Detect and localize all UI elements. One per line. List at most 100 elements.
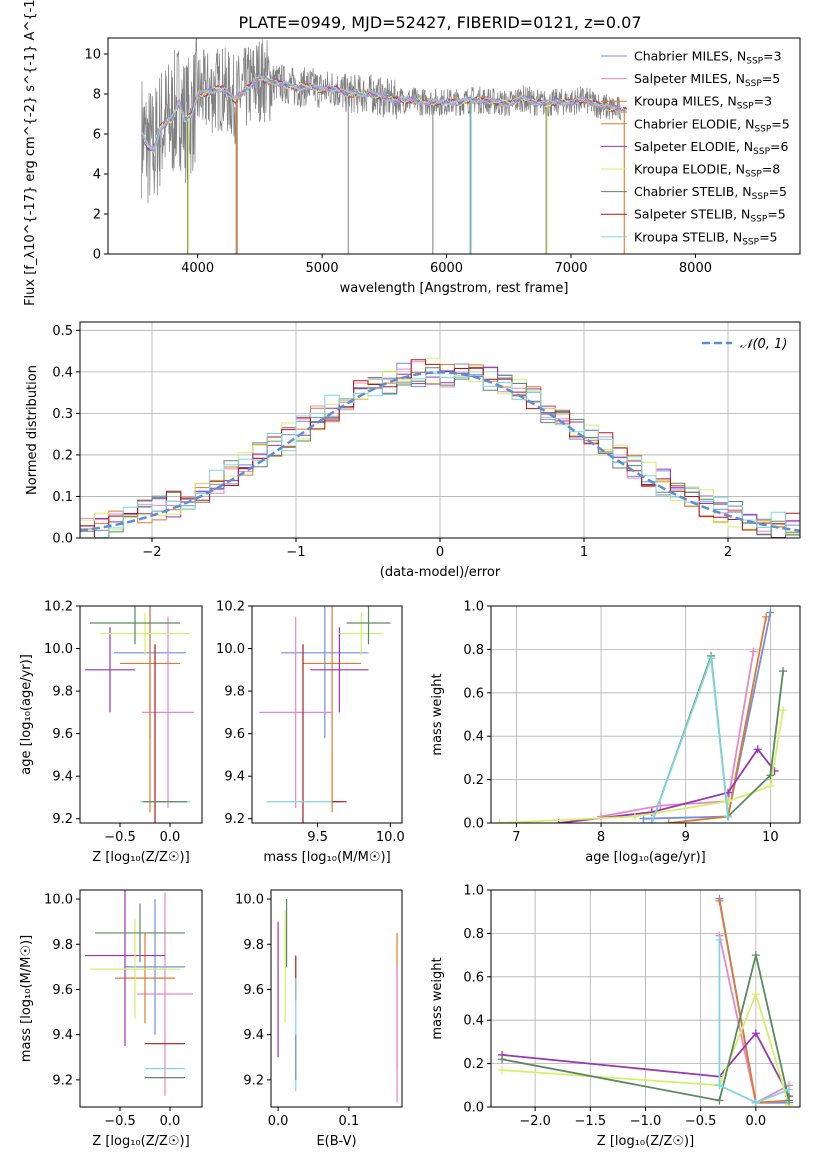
weight-line-salpeter_miles xyxy=(600,651,755,818)
x-tick-label: 9.5 xyxy=(307,830,328,845)
weight-line-kroupa_stelib xyxy=(718,939,790,1104)
y-tick-label: 10.0 xyxy=(44,642,73,657)
y-tick-label: 0.3 xyxy=(52,407,73,422)
y-axis-label: mass [log₁₀(M/M☉)] xyxy=(19,935,34,1062)
y-tick-label: 0.0 xyxy=(463,1101,484,1116)
weight-marker-chabrier_stelib xyxy=(715,1096,724,1105)
weight-marker-chabrier_stelib xyxy=(766,771,775,780)
histogram-kroupa_stelib xyxy=(80,372,800,538)
axes-frame xyxy=(79,889,203,1108)
model-spectrum-line-kroupa_stelib xyxy=(141,74,627,153)
y-tick-label: 10.2 xyxy=(44,600,73,615)
spectrum-legend: Chabrier MILES, NSSP=3 Salpeter MILES, NS… xyxy=(601,49,790,247)
y-axis-label: Flux [f_λ10^{-17} erg cm^{-2} s^{-1} A^{… xyxy=(23,0,38,306)
weight-line-kroupa_elodie xyxy=(501,991,790,1106)
weight-marker-chabrier_stelib xyxy=(784,1096,793,1105)
x-tick-label: 10 xyxy=(762,830,779,845)
x-tick-label: −2 xyxy=(142,545,161,560)
y-tick-label: 1.0 xyxy=(463,600,484,615)
y-tick-label: 0.4 xyxy=(463,730,484,745)
y-tick-label: 9.4 xyxy=(224,770,245,785)
y-tick-label: 9.2 xyxy=(224,812,245,827)
weight_vs_Z-panel: −2.0 −1.5 −1.0 −0.5 0.0 0.0 0.2 0.4 0.6 0.8 1.0 Z [… xyxy=(430,884,801,1149)
x-tick-label: −1.5 xyxy=(575,1114,607,1129)
axes-frame xyxy=(79,605,203,824)
y-tick-label: 9.8 xyxy=(243,938,264,953)
residuals-panel: −2 −1 0 1 2 0.0 0.1 0.2 0.3 0.4 0.5 (data-model)/er… xyxy=(25,321,801,580)
y-tick-label: 9.6 xyxy=(224,727,245,742)
weight-marker-salpeter_miles xyxy=(749,647,758,656)
x-tick-label: 7 xyxy=(512,830,520,845)
x-tick-label: 4000 xyxy=(181,261,214,276)
weight-marker-kroupa_stelib xyxy=(724,812,733,821)
y-tick-label: 9.4 xyxy=(52,770,73,785)
x-tick-label: 0.0 xyxy=(268,1114,289,1129)
axes-frame xyxy=(107,37,801,255)
weight-marker-salpeter_elodie xyxy=(753,745,762,754)
spectrum-panel: 4000 5000 6000 7000 8000 0 2 4 6 8 10 wavelength [A… xyxy=(23,0,801,306)
y-tick-label: 9.8 xyxy=(52,685,73,700)
y-tick-label: 0 xyxy=(93,248,101,263)
observed-spectrum-line xyxy=(141,38,622,204)
weight-marker-kroupa_miles xyxy=(762,612,771,621)
normal-curve xyxy=(80,371,800,532)
y-axis-label: age [log₁₀(age/yr)] xyxy=(19,654,34,775)
weight-line-chabrier_stelib xyxy=(650,655,784,823)
x-axis-label: Z [log₁₀(Z/Z☉)] xyxy=(92,850,189,865)
weight-line-chabrier_stelib xyxy=(501,954,790,1102)
y-axis-label: Normed distribution xyxy=(25,365,40,495)
weight-marker-chabrier_stelib xyxy=(751,951,760,960)
weight-line-chabrier_miles xyxy=(643,612,772,820)
y-tick-label: 0.1 xyxy=(52,490,73,505)
x-tick-label: 7000 xyxy=(554,261,587,276)
weight-marker-kroupa_stelib xyxy=(707,654,716,663)
y-tick-label: 0.2 xyxy=(463,773,484,788)
y-tick-label: 9.8 xyxy=(52,938,73,953)
legend-label: Kroupa ELODIE, NSSP=8 xyxy=(634,162,780,180)
y-tick-label: 0.4 xyxy=(463,1014,484,1029)
weight-marker-kroupa_elodie xyxy=(724,797,733,806)
plot-area xyxy=(277,899,398,1103)
x-tick-label: −0.5 xyxy=(104,830,136,845)
y-tick-label: 9.6 xyxy=(243,983,264,998)
plot-area xyxy=(85,890,193,1096)
axes-frame xyxy=(490,605,801,824)
legend-label: Chabrier MILES, NSSP=3 xyxy=(634,49,782,67)
figure-title: PLATE=0949, MJD=52427, FIBERID=0121, z=0… xyxy=(238,13,641,32)
weight-marker-kroupa_elodie xyxy=(495,819,504,823)
weight-marker-kroupa_elodie xyxy=(498,1066,507,1075)
weight-marker-kroupa_stelib xyxy=(647,819,656,823)
y-tick-label: 0.4 xyxy=(52,365,73,380)
y-tick-label: 8 xyxy=(93,88,101,103)
x-tick-label: 9 xyxy=(682,830,690,845)
age_vs_mass-panel: 9.5 10.0 9.2 9.4 9.6 9.8 10.0 10.2 mass [log₁₀(M… xyxy=(216,600,405,866)
y-tick-label: 10.0 xyxy=(44,893,73,908)
weight-line-kroupa_stelib xyxy=(650,657,729,823)
x-tick-label: 0.1 xyxy=(339,1114,360,1129)
y-tick-label: 2 xyxy=(93,208,101,223)
y-tick-label: 0.8 xyxy=(463,643,484,658)
weight-marker-kroupa_stelib xyxy=(784,1085,793,1094)
x-axis-label: E(B-V) xyxy=(316,1134,356,1149)
y-tick-label: 10.0 xyxy=(235,893,264,908)
y-tick-label: 9.6 xyxy=(52,983,73,998)
y-tick-label: 0.6 xyxy=(463,970,484,985)
y-tick-label: 9.2 xyxy=(52,812,73,827)
y-tick-label: 0.5 xyxy=(52,324,73,339)
legend-label: Salpeter MILES, NSSP=5 xyxy=(634,71,780,89)
y-tick-label: 9.4 xyxy=(243,1028,264,1043)
y-tick-label: 10.2 xyxy=(216,600,245,615)
mass_vs_ebv-panel: 0.0 0.1 9.2 9.4 9.6 9.8 10.0 E(B-V) xyxy=(235,889,403,1149)
weight-marker-salpeter_elodie xyxy=(770,766,779,775)
legend-label: Kroupa MILES, NSSP=3 xyxy=(634,94,772,112)
y-tick-label: 0.0 xyxy=(463,817,484,832)
legend-label: 𝒩(0, 1) xyxy=(740,337,787,352)
weight-marker-kroupa_elodie xyxy=(779,706,788,715)
y-tick-label: 10 xyxy=(84,48,101,63)
x-tick-label: −0.5 xyxy=(104,1114,136,1129)
weight-marker-salpeter_elodie xyxy=(751,1029,760,1038)
plot-area xyxy=(259,606,391,823)
x-tick-label: −2.0 xyxy=(519,1114,551,1129)
legend-label: Chabrier STELIB, NSSP=5 xyxy=(634,184,787,202)
